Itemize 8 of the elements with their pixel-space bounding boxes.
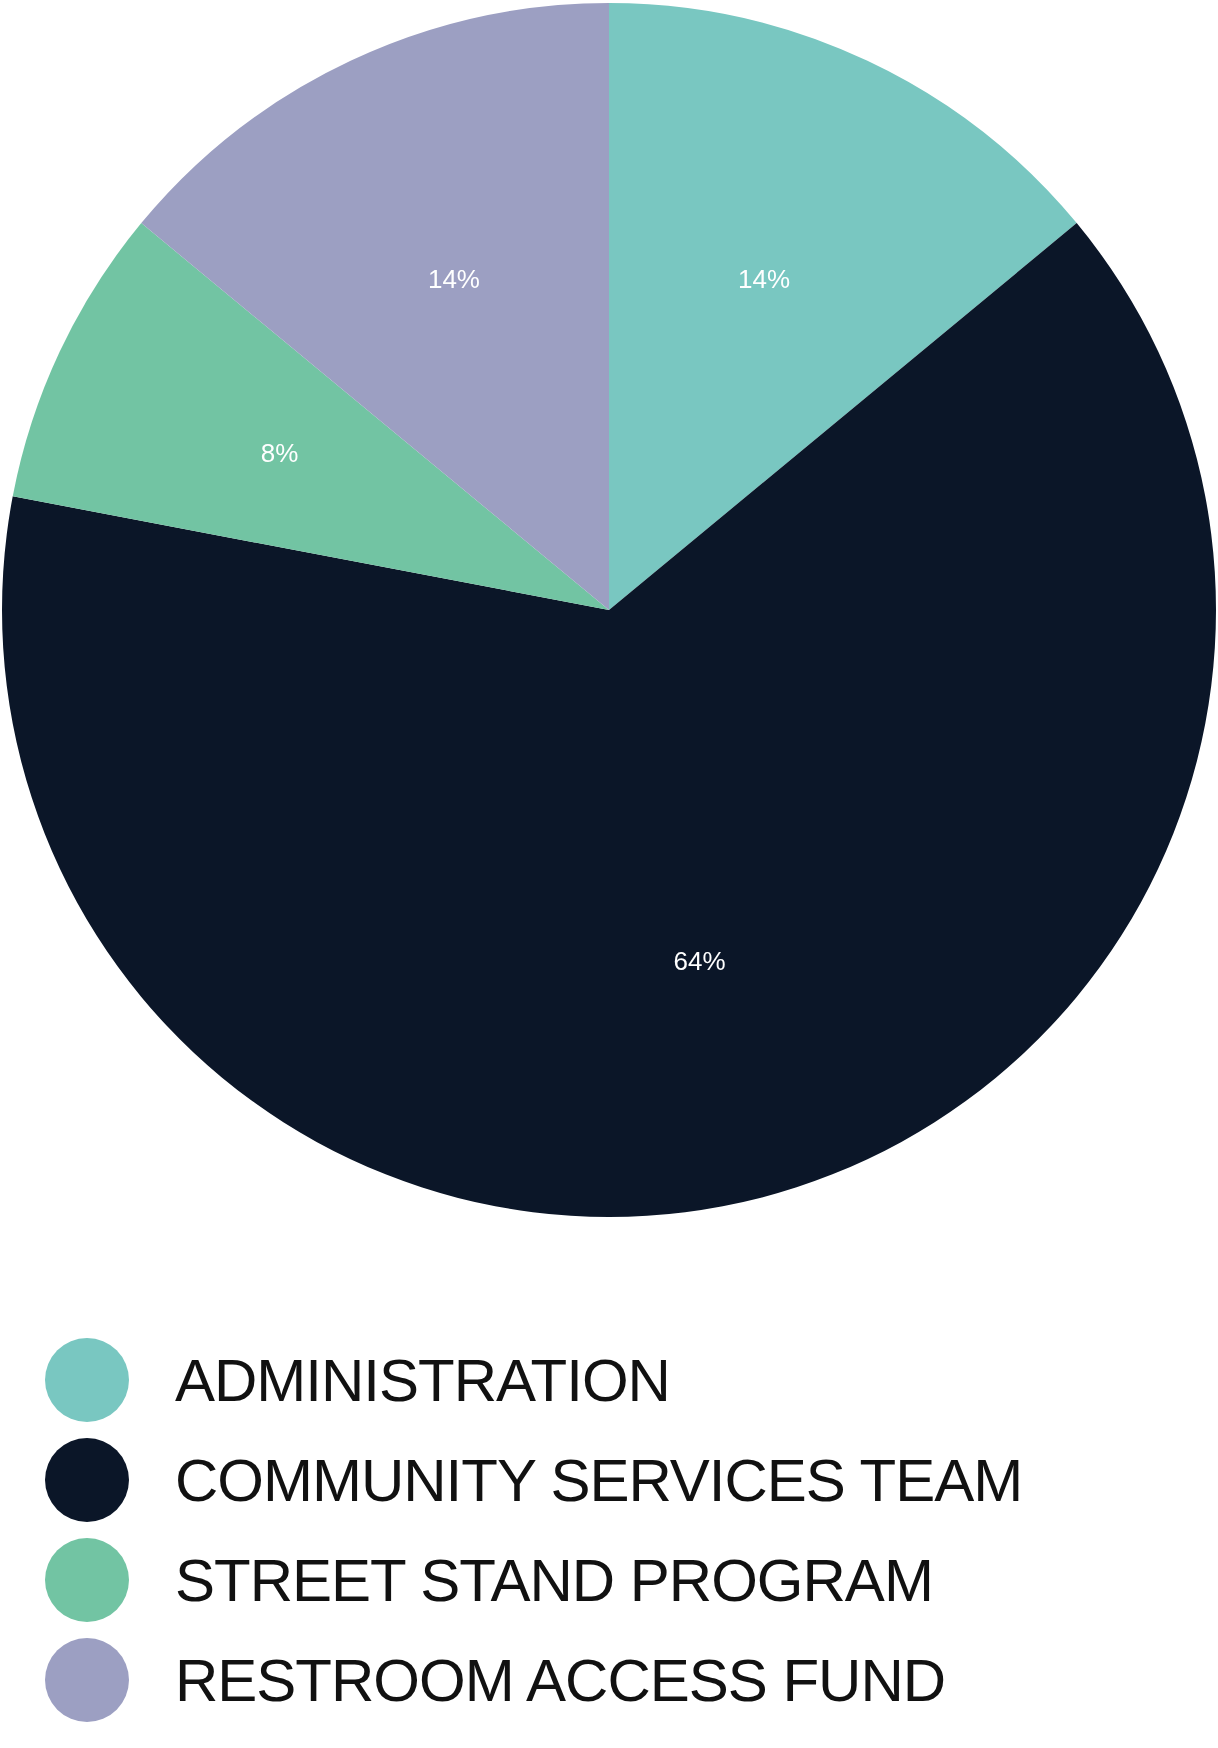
legend-label: RESTROOM ACCESS FUND [175, 1645, 946, 1715]
legend-label: ADMINISTRATION [175, 1345, 670, 1415]
data-label: 64% [673, 945, 726, 976]
data-label: 14% [738, 263, 791, 294]
data-label: 14% [427, 263, 480, 294]
legend-label: STREET STAND PROGRAM [175, 1545, 933, 1615]
data-label: 8% [260, 438, 299, 469]
legend-label: COMMUNITY SERVICES TEAM [175, 1445, 1023, 1515]
